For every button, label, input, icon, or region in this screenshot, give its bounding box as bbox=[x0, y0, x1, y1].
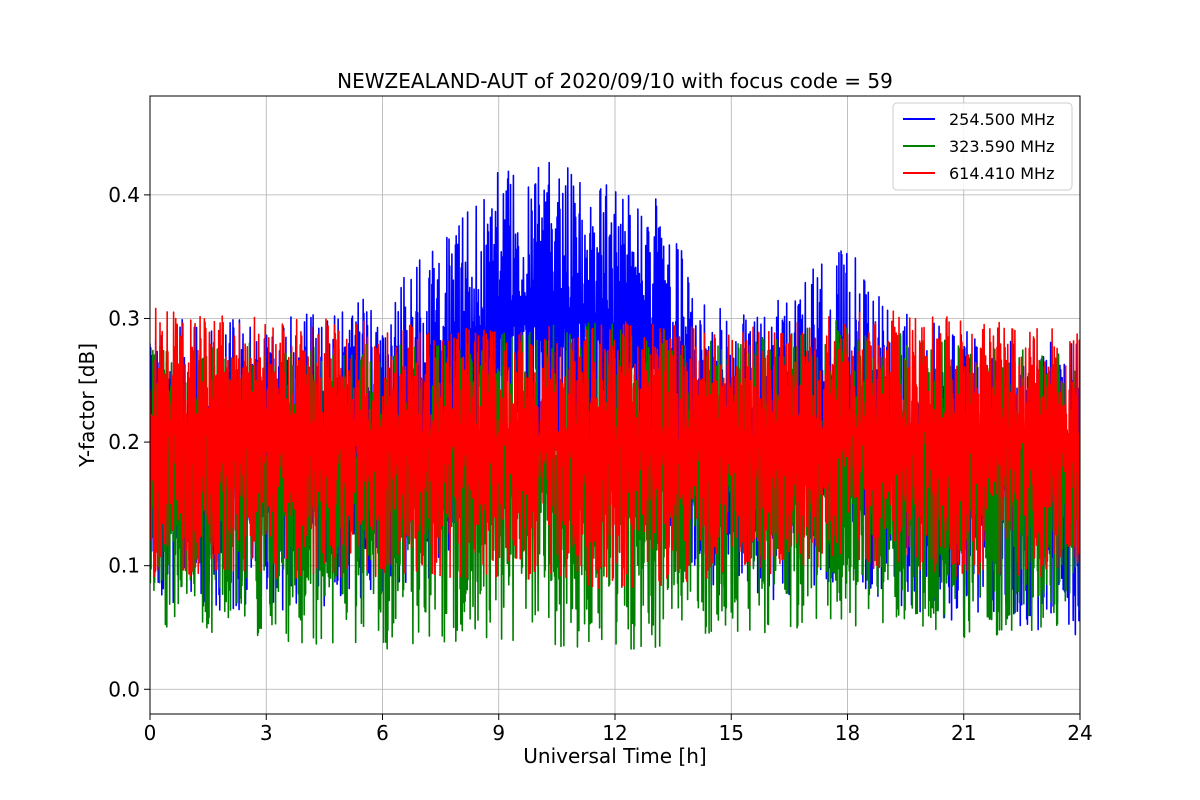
x-tick-label: 18 bbox=[835, 721, 860, 745]
plot-area bbox=[150, 161, 1080, 650]
x-tick-label: 0 bbox=[144, 721, 157, 745]
series-layer bbox=[150, 161, 1080, 650]
legend-label: 254.500 MHz bbox=[949, 110, 1054, 129]
legend-label: 323.590 MHz bbox=[949, 137, 1054, 156]
legend-label: 614.410 MHz bbox=[949, 164, 1054, 183]
x-tick-label: 6 bbox=[376, 721, 389, 745]
y-axis-title: Y-factor [dB] bbox=[75, 343, 99, 468]
x-tick-label: 9 bbox=[492, 721, 505, 745]
y-axis: 0.0 0.1 0.2 0.3 0.4 bbox=[108, 183, 150, 701]
x-axis: 0 3 6 9 12 15 18 21 24 bbox=[144, 714, 1093, 745]
x-tick-label: 3 bbox=[260, 721, 273, 745]
y-tick-label: 0.3 bbox=[108, 306, 140, 330]
y-tick-label: 0.2 bbox=[108, 430, 140, 454]
legend-box bbox=[892, 102, 1073, 191]
x-tick-label: 15 bbox=[719, 721, 744, 745]
x-tick-label: 21 bbox=[951, 721, 976, 745]
chart-title: NEWZEALAND-AUT of 2020/09/10 with focus … bbox=[337, 69, 893, 93]
legend: 254.500 MHz 323.590 MHz 614.410 MHz bbox=[892, 102, 1073, 191]
x-tick-label: 24 bbox=[1067, 721, 1092, 745]
x-axis-title: Universal Time [h] bbox=[523, 744, 706, 768]
y-tick-label: 0.0 bbox=[108, 677, 140, 701]
series-line bbox=[150, 307, 1080, 590]
x-tick-label: 12 bbox=[602, 721, 627, 745]
y-tick-label: 0.4 bbox=[108, 183, 140, 207]
y-tick-label: 0.1 bbox=[108, 554, 140, 578]
